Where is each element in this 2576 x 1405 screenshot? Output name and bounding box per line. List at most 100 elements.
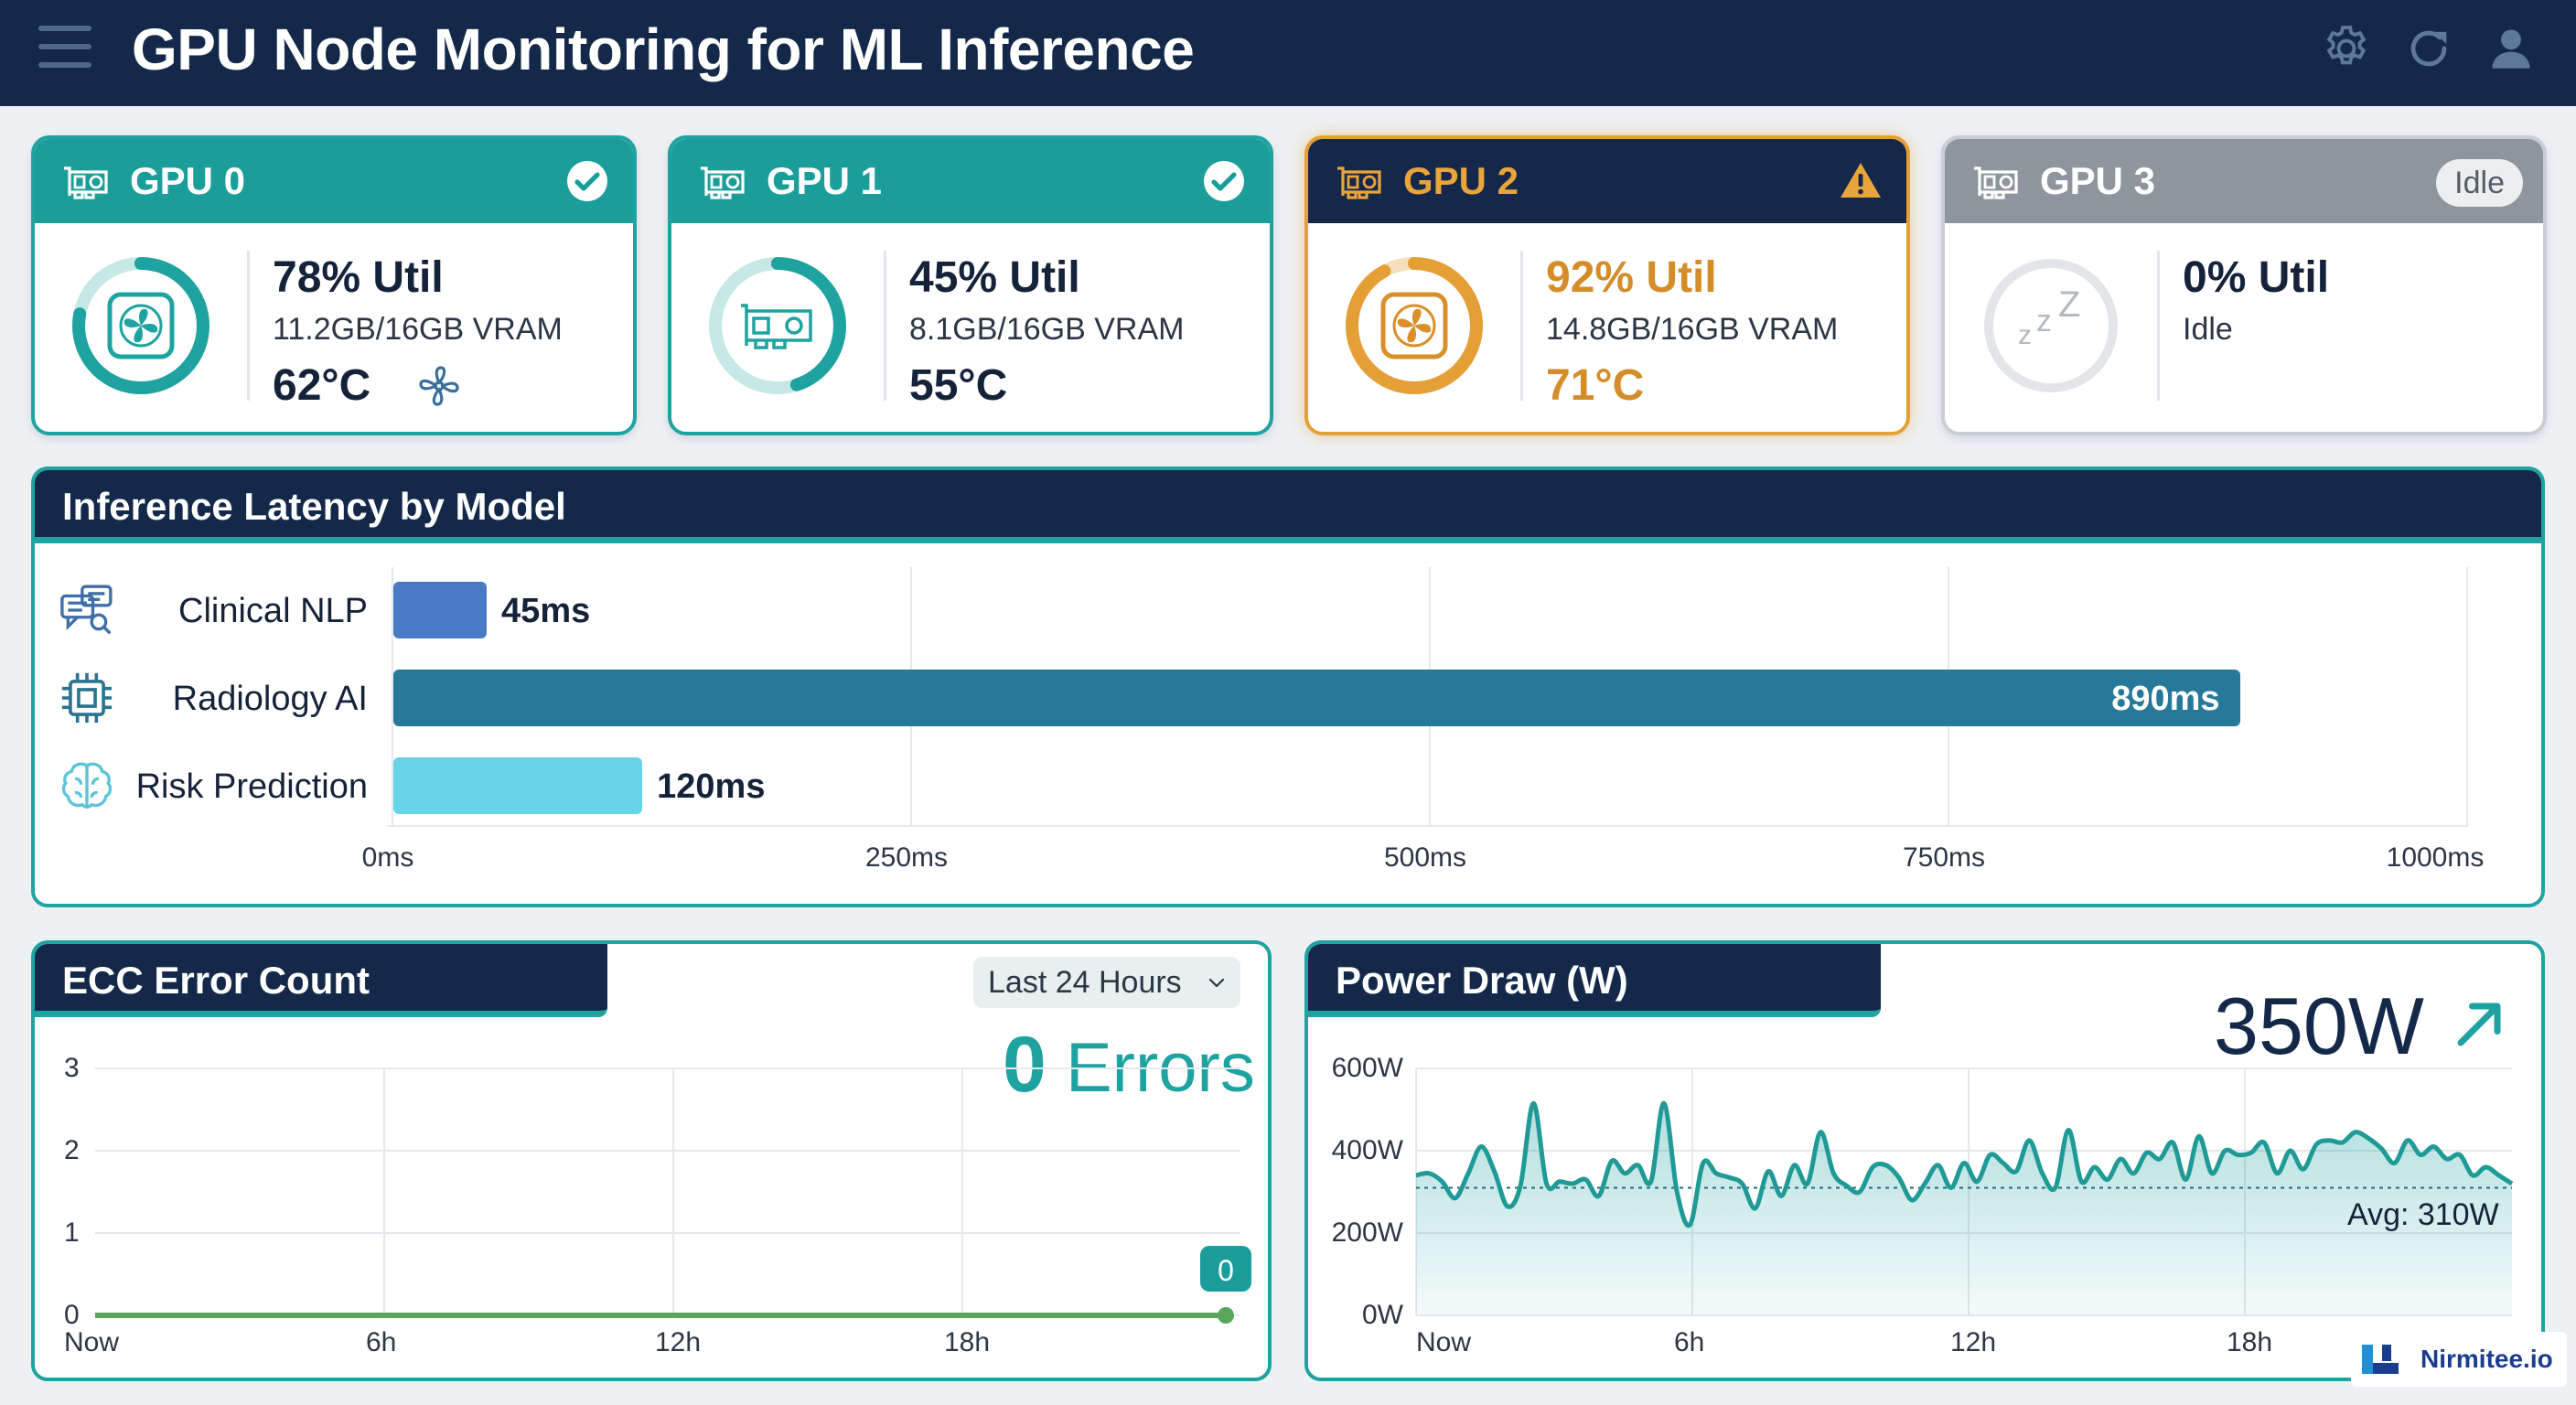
x-tick-label: 0ms [361,842,414,873]
divider [1520,251,1523,401]
gpu-temperature: 55°C [909,361,1008,410]
x-tick-label: 500ms [1383,842,1467,873]
series-end-point[interactable] [1218,1307,1234,1324]
gridline [392,567,393,827]
fan-icon [1397,308,1432,343]
panel-header: Inference Latency by Model [35,470,2541,543]
average-power-label: Avg: 310W [2347,1197,2499,1232]
gpu-name: GPU 3 [2040,159,2156,202]
x-tick-label: Now [64,1327,120,1357]
divider [247,251,250,401]
gpu-vram: 11.2GB/16GB VRAM [273,312,563,347]
gpu-card-header: GPU 2 [1308,139,1906,223]
category-label: Risk Prediction [135,767,368,806]
x-tick-label: 750ms [1902,842,1986,873]
utilization-ring [72,257,209,394]
svg-text:z: z [2018,320,2032,350]
utilization-ring [709,257,846,394]
y-tick-label: 2 [64,1135,80,1165]
gpu-name: GPU 0 [130,159,246,202]
gpu-card-icon [741,304,812,349]
utilization-ring [1346,257,1483,394]
latency-bar [393,670,2240,726]
gpu-vram: Idle [2183,312,2233,347]
x-tick-label: 6h [1674,1327,1705,1357]
gpu-card-icon [701,166,745,199]
y-tick-label: 1 [64,1217,80,1248]
fan-spinning-icon [419,366,459,406]
y-tick-label: 0W [1362,1300,1403,1330]
gpu-card-icon [1974,166,2018,199]
bar-value-label: 120ms [657,767,766,806]
panel-header: Power Draw (W) [1308,944,1881,1017]
gpu-card-2[interactable]: GPU 2 92% Util 14.8GB/16GB VRAM 71°C [1304,135,1910,435]
top-header-bar: GPU Node Monitoring for ML Inference [0,0,2576,106]
gpu-card-header: GPU 1 [671,139,1270,223]
fan-icon [123,308,158,343]
gpu-temperature: 71°C [1546,361,1645,410]
settings-gear-icon[interactable] [2320,22,2373,75]
warning-triangle-icon [1841,163,1881,198]
chip-icon [61,672,113,724]
y-tick-label: 0 [64,1300,80,1330]
panel-title: Inference Latency by Model [62,485,566,528]
brand-watermark: Nirmitee.io [2351,1332,2567,1387]
trend-up-arrow-icon [2457,1003,2501,1046]
panel-title: Power Draw (W) [1336,959,1628,1002]
page-title: GPU Node Monitoring for ML Inference [132,16,1195,82]
gpu-temperature: 62°C [273,361,371,410]
panel-title: ECC Error Count [62,959,370,1002]
category-label: Clinical NLP [178,592,368,630]
brain-icon [61,762,113,809]
gpu-name: GPU 2 [1403,159,1519,202]
gpu-card-header: GPU 0 [35,139,633,223]
end-value-label: 0 [1218,1254,1234,1287]
user-account-icon[interactable] [2485,22,2538,75]
y-tick-label: 3 [64,1053,80,1083]
x-axis-line [388,825,2466,827]
panel-header: ECC Error Count [35,944,607,1017]
x-tick-label: 1000ms [2386,842,2485,873]
bar-value-label: 890ms [2111,680,2220,718]
x-tick-label: 18h [2227,1327,2273,1357]
x-tick-label: Now [1416,1327,1472,1357]
x-tick-label: 6h [366,1327,397,1357]
gpu-card-icon [64,166,108,199]
x-tick-label: 12h [1950,1327,1997,1357]
divider [884,251,886,401]
current-power-value: 350W [2214,981,2424,1071]
time-range-value: Last 24 Hours [988,965,1182,1000]
chat-bubbles-icon [60,585,113,635]
gpu-utilization: 0% Util [2183,253,2330,302]
category-label: Radiology AI [172,680,368,718]
gridline [2466,567,2468,827]
y-tick-label: 400W [1331,1135,1403,1165]
gpu-card-0[interactable]: GPU 0 78% Util 11.2GB/16GB VRAM 62°C [31,135,637,435]
menu-icon[interactable] [38,26,91,70]
end-value-tooltip [1200,1246,1251,1292]
x-tick-label: 250ms [864,842,949,873]
brand-name: Nirmitee.io [2420,1345,2553,1373]
gpu-card-3[interactable]: GPU 3 Idle z z Z 0% Util Idle [1941,135,2547,435]
utilization-ring: z z Z [1984,259,2118,392]
time-range-dropdown[interactable]: Last 24 Hours [973,957,1240,1008]
check-circle-icon [1204,161,1244,201]
gpu-vram: 8.1GB/16GB VRAM [909,312,1185,347]
latency-bar [393,757,643,814]
refresh-icon[interactable] [2402,22,2455,75]
gpu-utilization: 78% Util [273,253,444,302]
gpu-utilization: 45% Util [909,253,1080,302]
y-tick-label: 600W [1331,1053,1403,1083]
bar-value-label: 45ms [501,592,591,630]
latency-bar [393,582,488,638]
brand-logo-icon [2362,1345,2399,1374]
gpu-card-1[interactable]: GPU 1 45% Util 8.1GB/16GB VRAM 55°C [668,135,1273,435]
check-circle-icon [567,161,607,201]
svg-text:Z: Z [2058,284,2080,325]
svg-text:z: z [2036,304,2052,338]
ecc-panel: ECC Error Count [31,940,1272,1381]
chevron-down-icon [1208,978,1225,988]
error-count-number: 0 [1003,1021,1046,1109]
x-tick-label: 12h [655,1327,702,1357]
